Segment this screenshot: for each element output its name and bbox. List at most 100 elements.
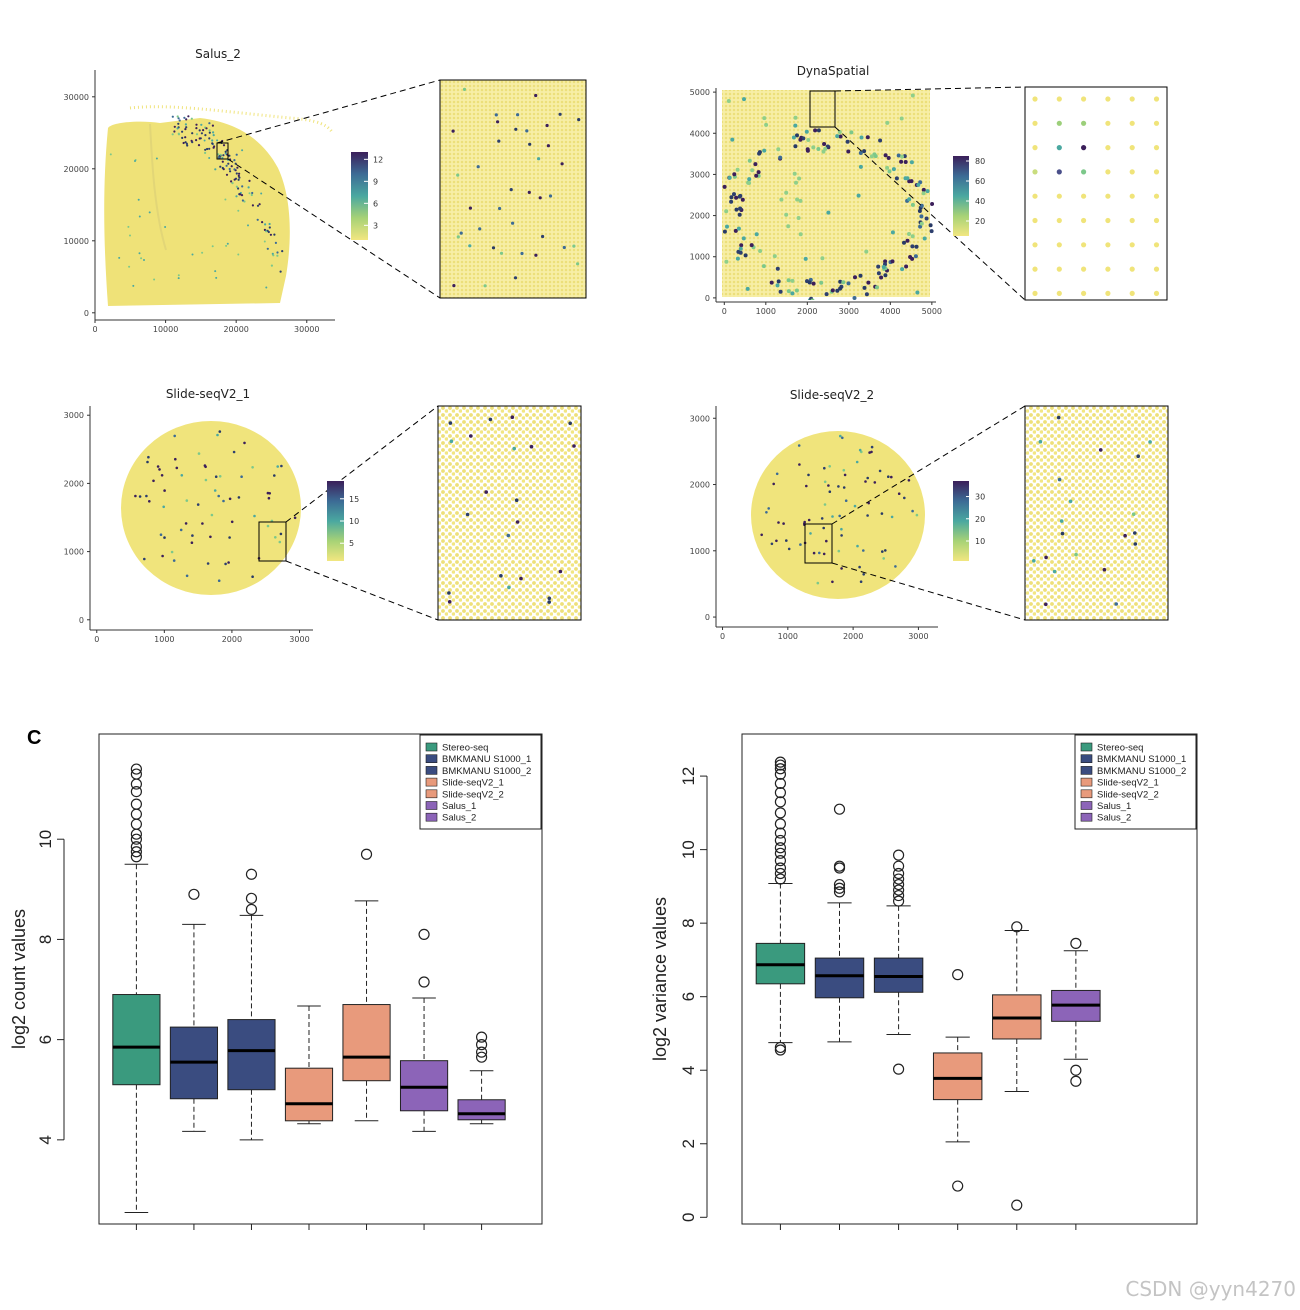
expression-spot: [222, 499, 225, 503]
expression-spot: [577, 118, 581, 122]
expression-spot: [515, 520, 520, 524]
expression-spot: [828, 465, 831, 468]
inset-spot: [1056, 290, 1062, 296]
legend-label: Salus_1: [1097, 801, 1131, 812]
expression-spot: [243, 441, 246, 445]
expression-spot: [118, 256, 121, 259]
expression-spot: [462, 87, 467, 91]
outlier-point: [774, 1044, 787, 1056]
expression-spot: [1038, 439, 1043, 444]
expression-spot: [279, 532, 283, 536]
expression-spot: [510, 221, 515, 225]
inset-spot: [1032, 290, 1038, 296]
x-tick-label: 1000: [778, 632, 798, 641]
expression-spot: [919, 214, 924, 219]
expression-spot: [903, 160, 908, 164]
expression-spot: [190, 117, 193, 120]
expression-spot: [212, 134, 215, 137]
expression-spot: [267, 230, 270, 234]
expression-spot: [762, 148, 767, 153]
expression-spot: [1133, 531, 1137, 535]
outlier-point: [774, 768, 787, 780]
expression-spot: [820, 517, 824, 520]
legend-label: Stereo-seq: [1097, 743, 1143, 754]
zoom-connector: [285, 405, 439, 523]
expression-spot: [226, 242, 229, 245]
expression-spot: [208, 157, 211, 159]
expression-spot: [816, 147, 821, 151]
expression-spot: [890, 259, 895, 264]
legend-swatch: [1080, 789, 1093, 799]
expression-spot: [910, 234, 915, 239]
expression-spot: [177, 133, 181, 136]
expression-spot: [742, 97, 746, 102]
colorbar: 10 20 30: [953, 481, 985, 561]
inset-spot: [1153, 290, 1160, 296]
expression-spot: [293, 516, 297, 520]
expression-spot: [228, 497, 232, 501]
y-tick-label: 0: [705, 613, 710, 622]
expression-spot: [876, 264, 881, 269]
expression-spot: [881, 550, 884, 553]
expression-spot: [831, 515, 834, 518]
colorbar-tick-label: 10: [349, 517, 359, 526]
expression-spot: [883, 273, 888, 278]
expression-spot: [238, 176, 241, 179]
inset-spot: [1056, 266, 1062, 272]
x-tick-label: 20000: [223, 325, 248, 334]
inset-spot: [1153, 145, 1160, 151]
outlier-point: [892, 873, 905, 885]
expression-spot: [907, 197, 912, 202]
inset-spot: [1081, 242, 1087, 248]
expression-spot: [792, 171, 797, 176]
expression-spot: [868, 451, 871, 454]
expression-spot: [856, 193, 861, 198]
zoom-connector: [834, 126, 1026, 301]
expression-spot: [228, 154, 231, 157]
expression-spot: [849, 130, 854, 135]
outlier-point: [952, 969, 964, 981]
zoom-inset: [437, 405, 582, 621]
expression-spot: [862, 285, 867, 290]
expression-spot: [747, 181, 752, 185]
outlier-point: [774, 855, 787, 867]
expression-spot: [182, 141, 185, 145]
x-tick-label: 0: [94, 635, 99, 644]
expression-spot: [208, 131, 211, 134]
expression-spot: [873, 481, 877, 484]
expression-spot: [576, 262, 580, 266]
expression-spot: [221, 160, 224, 163]
x-tick-label: 3000: [839, 307, 859, 316]
expression-spot: [743, 253, 748, 258]
expression-spot: [866, 514, 869, 517]
expression-spot: [738, 206, 743, 211]
expression-spot: [210, 513, 214, 517]
expression-spot: [514, 127, 518, 131]
expression-spot: [498, 206, 502, 211]
expression-spot: [775, 283, 780, 288]
expression-spot: [456, 173, 460, 177]
expression-spot: [813, 128, 818, 133]
expression-spot: [890, 475, 893, 479]
outlier-point: [833, 803, 846, 815]
x-tick-label: 2000: [222, 635, 242, 644]
expression-spot: [791, 135, 796, 140]
expression-spot: [146, 460, 149, 464]
expression-spot: [163, 489, 166, 492]
expression-spot: [143, 557, 146, 561]
expression-spot: [253, 514, 256, 518]
expression-spot: [268, 222, 271, 226]
tissue-region: [104, 118, 290, 306]
expression-spot: [173, 125, 176, 128]
expression-spot: [143, 259, 145, 261]
spatial-plot-dynaspatial: DynaSpatial 0 1000 2000 3000 4000 5000 0 1000 20…: [690, 64, 1168, 316]
expression-spot: [250, 193, 253, 197]
expression-spot: [268, 492, 272, 495]
expression-spot: [842, 486, 846, 489]
expression-spot: [138, 215, 141, 218]
outlier-point: [130, 778, 142, 790]
expression-spot: [129, 234, 131, 237]
inset-spot: [1056, 96, 1062, 102]
zoom-connector: [834, 86, 1026, 92]
